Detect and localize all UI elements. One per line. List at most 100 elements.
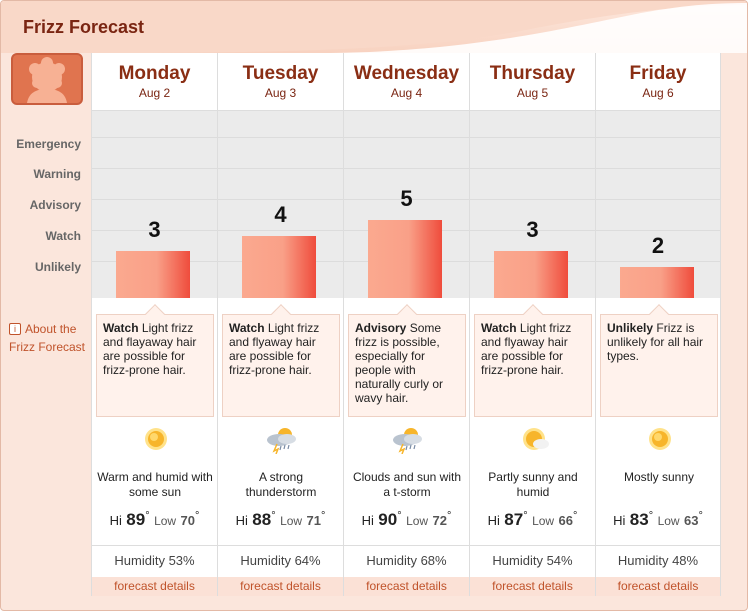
low-temp: 63 xyxy=(684,513,699,528)
degree-symbol: ° xyxy=(447,510,452,522)
day-header: Thursday Aug 5 xyxy=(470,53,595,111)
degree-symbol: ° xyxy=(271,510,276,522)
frizzy-hair-head-icon xyxy=(27,57,67,103)
about-frizz-forecast-link[interactable]: i About the Frizz Forecast xyxy=(9,320,87,356)
frizz-index-bar xyxy=(116,251,190,298)
gridline xyxy=(470,230,595,231)
day-details: Advisory Some frizz is possible, especia… xyxy=(344,298,469,596)
weather-condition: Clouds and sun with a t-storm xyxy=(352,470,462,499)
gridline xyxy=(218,137,343,138)
level-label-emergency: Emergency xyxy=(16,137,81,151)
day-column-monday: Monday Aug 2 3 Watch Light frizz and fla… xyxy=(91,53,217,596)
temperatures: Hi 89° Low 70° xyxy=(92,510,217,530)
divider xyxy=(92,545,217,546)
gridline xyxy=(596,137,720,138)
partly-sunny-icon xyxy=(523,428,549,450)
day-details: Watch Light frizz and flyaway hair are p… xyxy=(218,298,343,596)
hi-label: Hi xyxy=(613,513,626,528)
frizz-index-chart-cell: 2 xyxy=(596,111,720,298)
day-header: Wednesday Aug 4 xyxy=(344,53,469,111)
thunderstorm-icon xyxy=(267,428,296,454)
day-date: Aug 3 xyxy=(264,86,297,100)
frizz-description-text: Some frizz is possible, especially for p… xyxy=(355,321,444,405)
degree-symbol: ° xyxy=(573,510,578,522)
weather-condition: A strong thunderstorm xyxy=(245,470,317,499)
hi-temp: 87 xyxy=(504,510,524,529)
level-axis: Emergency Warning Advisory Watch Unlikel… xyxy=(1,53,91,610)
day-name: Monday xyxy=(118,63,191,84)
humidity: Humidity 48% xyxy=(617,553,699,568)
hi-label: Hi xyxy=(109,513,122,528)
about-link-text[interactable]: About the Frizz Forecast xyxy=(9,322,86,354)
hi-label: Hi xyxy=(487,513,500,528)
low-temp: 72 xyxy=(432,513,448,528)
forecast-details-link[interactable]: forecast details xyxy=(92,577,217,596)
divider xyxy=(596,545,720,546)
hi-temp: 90 xyxy=(378,510,398,529)
forecast-details-link[interactable]: forecast details xyxy=(470,577,595,596)
weather-condition: Warm and humid with some sun xyxy=(97,470,213,499)
frizz-index-value: 3 xyxy=(148,217,161,242)
frizz-description-text: Light frizz and flayaway hair are possib… xyxy=(103,321,197,377)
temperatures: Hi 83° Low 63° xyxy=(596,510,720,530)
frizz-index-chart-cell: 3 xyxy=(470,111,595,298)
forecast-details-link[interactable]: forecast details xyxy=(218,577,343,596)
avatar xyxy=(11,53,83,105)
gridline xyxy=(470,137,595,138)
low-temp: 66 xyxy=(558,513,574,528)
day-name: Tuesday xyxy=(242,63,319,84)
thunderstorm-icon xyxy=(393,428,422,454)
humidity: Humidity 64% xyxy=(240,553,321,568)
hi-label: Hi xyxy=(235,513,248,528)
degree-symbol: ° xyxy=(648,510,654,522)
frizz-index-bar xyxy=(620,267,694,298)
gridline xyxy=(596,199,720,200)
info-icon: i xyxy=(9,323,21,335)
day-date: Aug 2 xyxy=(138,86,171,100)
frizz-index-bar xyxy=(368,220,442,298)
day-details: Watch Light frizz and flayaway hair are … xyxy=(92,298,217,596)
humidity: Humidity 54% xyxy=(492,553,573,568)
gridline xyxy=(344,199,469,200)
gridline xyxy=(596,168,720,169)
hi-temp: 83 xyxy=(629,510,649,529)
gridline xyxy=(218,199,343,200)
forecast-details-link[interactable]: forecast details xyxy=(344,577,469,596)
degree-symbol: ° xyxy=(145,510,150,522)
frizz-index-bar xyxy=(494,251,568,298)
divider xyxy=(344,545,469,546)
level-label-unlikely: Unlikely xyxy=(34,260,81,274)
frizz-level: Watch xyxy=(481,321,517,335)
header-swoosh xyxy=(1,1,747,53)
temperatures: Hi 88° Low 71° xyxy=(218,510,343,530)
hi-temp: 89 xyxy=(126,510,146,529)
hi-label: Hi xyxy=(361,513,374,528)
forecast-details-link[interactable]: forecast details xyxy=(596,577,720,596)
frizz-description-text: Light frizz and flyaway hair are possibl… xyxy=(481,321,572,377)
low-label: Low xyxy=(657,514,680,528)
day-column-wednesday: Wednesday Aug 4 5 Advisory Some frizz is… xyxy=(343,53,469,596)
gridline xyxy=(470,168,595,169)
level-label-warning: Warning xyxy=(33,167,81,181)
frizz-description: Advisory Some frizz is possible, especia… xyxy=(348,314,466,417)
low-label: Low xyxy=(532,514,555,528)
frizz-level: Advisory xyxy=(355,321,407,335)
gridline xyxy=(92,168,217,169)
frizz-description: Unlikely Frizz is unlikely for all hair … xyxy=(600,314,718,417)
header-band: Frizz Forecast xyxy=(1,1,747,53)
humidity: Humidity 53% xyxy=(114,553,195,568)
day-column-tuesday: Tuesday Aug 3 4 Watch Light frizz and fl… xyxy=(217,53,343,596)
frizz-description-text: Light frizz and flyaway hair are possibl… xyxy=(229,321,320,377)
day-details: Watch Light frizz and flyaway hair are p… xyxy=(470,298,595,596)
degree-symbol: ° xyxy=(523,510,528,522)
gridline xyxy=(92,199,217,200)
frizz-index-chart-cell: 3 xyxy=(92,111,217,298)
day-header: Monday Aug 2 xyxy=(92,53,217,111)
frizz-index-value: 5 xyxy=(400,186,413,211)
divider xyxy=(218,545,343,546)
day-date: Aug 6 xyxy=(642,86,674,100)
level-label-watch: Watch xyxy=(45,229,81,243)
frizz-index-bar xyxy=(242,236,316,298)
low-temp: 71 xyxy=(306,513,322,528)
